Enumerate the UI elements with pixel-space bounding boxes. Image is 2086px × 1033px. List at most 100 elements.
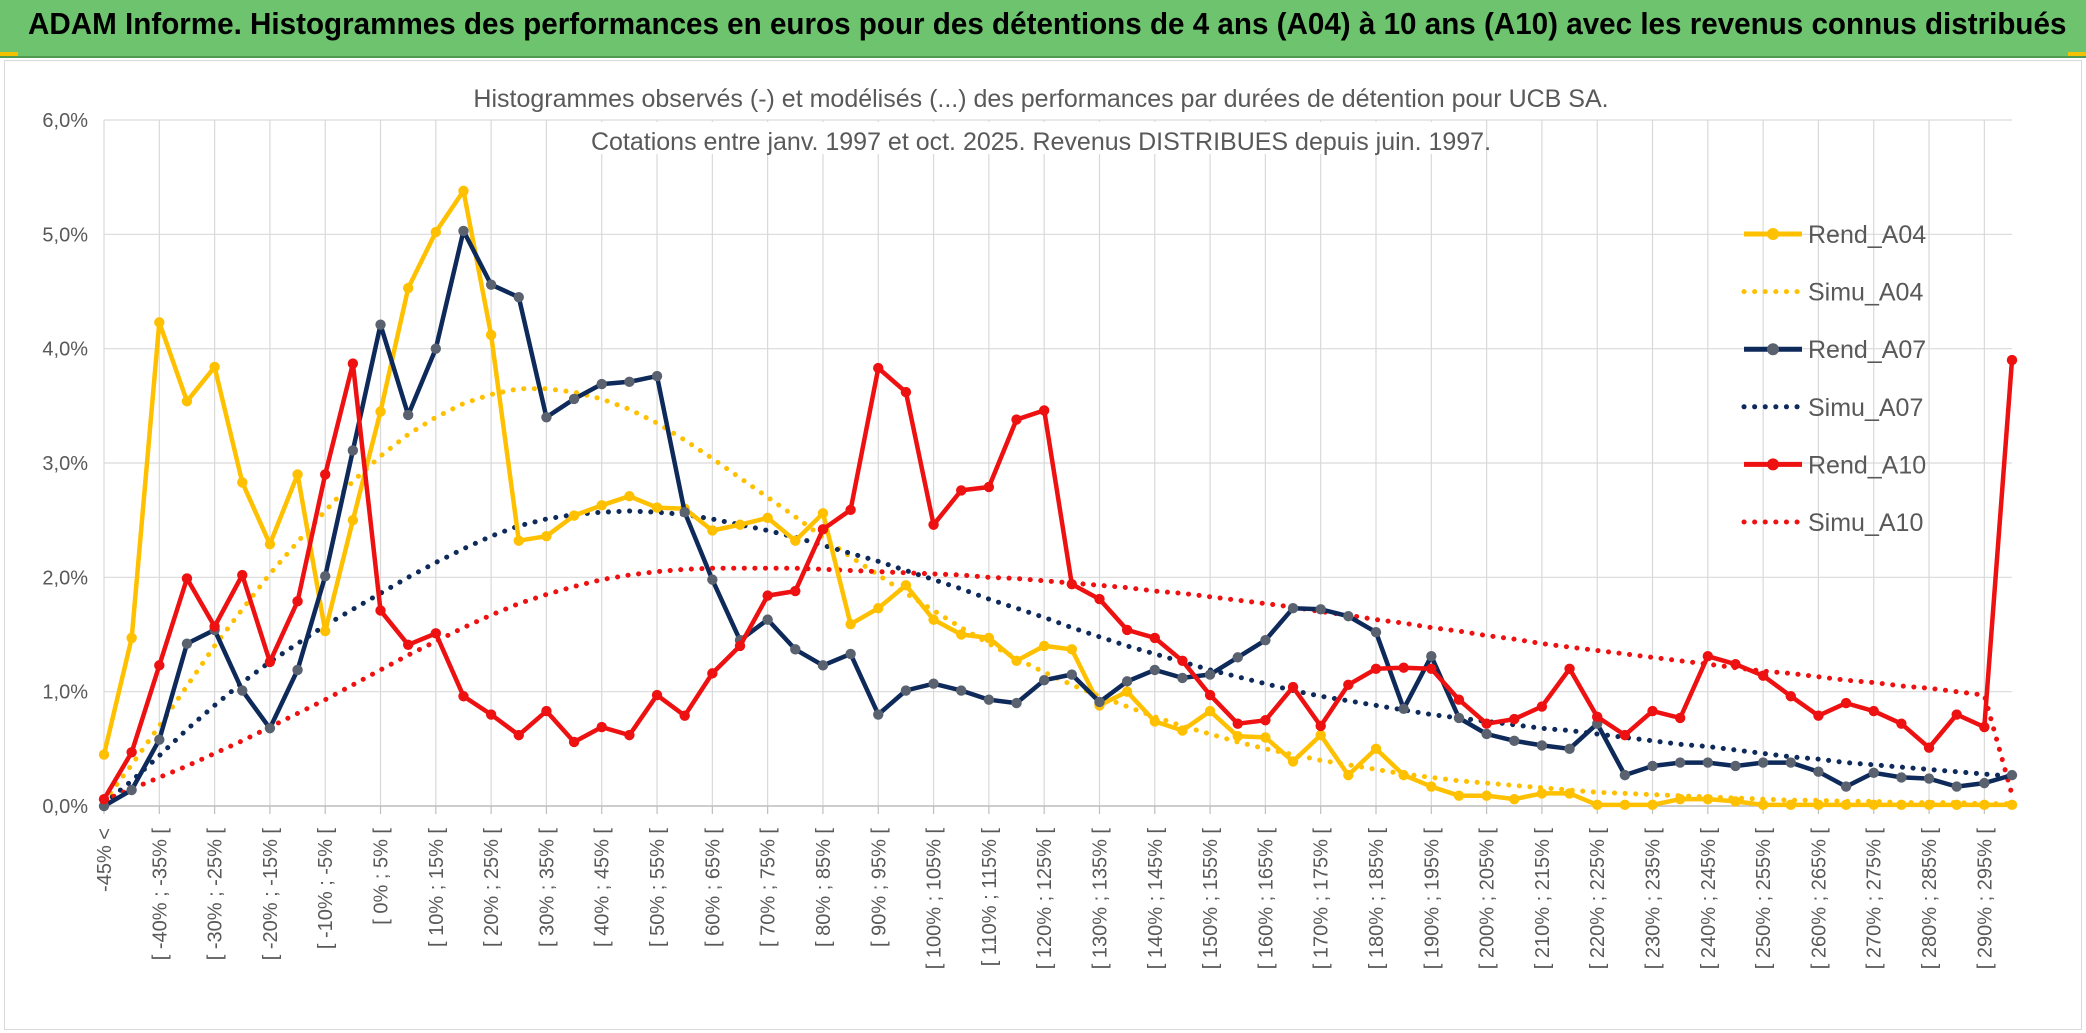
data-point (1730, 760, 1741, 772)
data-point (126, 747, 137, 758)
x-tick-label: [ -40% ; -35% [ (149, 828, 171, 961)
data-point (402, 282, 414, 294)
x-tick-label: -45% < (94, 828, 116, 892)
data-point (1619, 799, 1631, 811)
data-point (1481, 790, 1492, 801)
data-point (596, 500, 607, 511)
subtitle-backdrop (596, 122, 1486, 154)
data-point (845, 648, 856, 660)
x-tick-label: [ -20% ; -15% [ (260, 828, 282, 961)
data-point (845, 619, 856, 630)
data-point (402, 409, 414, 421)
data-point (1647, 760, 1658, 772)
data-point (1370, 627, 1382, 638)
x-tick-label: [ 140% ; 145% [ (1145, 828, 1167, 970)
data-point (1509, 713, 1520, 725)
y-tick-label: 1,0% (42, 682, 88, 704)
data-point (1509, 793, 1520, 805)
data-point (1979, 799, 1990, 811)
legend: Rend_A04 Simu_A04 Rend_A07 Simu_A07 Rend_A10… (1741, 221, 1926, 537)
data-point (292, 596, 303, 607)
data-point (928, 614, 939, 625)
data-point (292, 664, 303, 676)
data-point (1370, 743, 1382, 755)
data-point (1592, 711, 1603, 723)
data-point (402, 639, 414, 650)
data-point (1757, 670, 1769, 681)
legend-entry: Rend_A10 (1744, 451, 1926, 479)
data-point (1343, 611, 1354, 622)
data-point (734, 519, 746, 530)
legend-label: Simu_A07 (1808, 394, 1923, 422)
data-point (1038, 640, 1050, 652)
data-point (1813, 710, 1824, 721)
data-point (181, 638, 193, 649)
legend-entry: Simu_A04 (1741, 279, 1923, 307)
x-tick-label: [ 20% ; 25% [ (481, 828, 503, 947)
data-point (320, 570, 331, 582)
data-point (154, 317, 165, 328)
series-line (102, 359, 2015, 801)
data-point (513, 729, 524, 741)
data-point (568, 510, 580, 521)
data-point (513, 535, 524, 546)
data-point (1896, 718, 1907, 729)
data-point (347, 445, 359, 456)
data-point (873, 362, 884, 374)
data-point (154, 660, 165, 671)
data-point (1011, 414, 1022, 425)
data-point (1121, 686, 1133, 697)
data-point (320, 469, 331, 480)
x-tick-label: [ 90% ; 95% [ (868, 828, 890, 947)
data-point (126, 632, 137, 644)
data-point (1868, 705, 1879, 717)
data-point (679, 710, 690, 721)
x-tick-label: [ 290% ; 295% [ (1974, 828, 1996, 970)
data-point (956, 629, 967, 640)
data-point (2006, 799, 2018, 811)
data-point (873, 709, 884, 720)
data-point (541, 412, 552, 423)
x-tick-label: [ 40% ; 45% [ (592, 828, 614, 947)
chart-subtitle: Cotations entre janv. 1997 et oct. 2025.… (591, 128, 1491, 156)
data-point (817, 660, 829, 671)
data-point (320, 625, 331, 637)
series-line (101, 188, 2012, 808)
data-point (264, 656, 276, 668)
x-tick-label: [ 210% ; 215% [ (1532, 828, 1554, 970)
data-point (651, 370, 663, 382)
data-point (1785, 799, 1796, 811)
data-point (1674, 757, 1686, 768)
data-point (1066, 669, 1078, 680)
data-point (762, 590, 773, 601)
x-tick-label: [ -30% ; -25% [ (205, 828, 227, 961)
data-point (956, 685, 967, 696)
data-point (1232, 718, 1243, 729)
data-point (1481, 728, 1492, 740)
legend-label: Simu_A10 (1808, 509, 1923, 537)
data-point (1813, 799, 1824, 811)
data-point (1564, 663, 1575, 674)
data-point (1011, 655, 1022, 666)
data-point (1674, 712, 1686, 724)
data-point (1149, 664, 1160, 676)
data-point (1149, 632, 1160, 644)
data-point (790, 585, 801, 597)
legend-marker (1767, 343, 1779, 356)
legend-entry: Rend_A04 (1744, 221, 1926, 249)
data-point (264, 723, 276, 734)
series-rend-a10 (98, 354, 2018, 805)
data-point (458, 225, 469, 237)
data-point (817, 508, 829, 519)
data-point (458, 691, 469, 702)
series-simu-a04 (101, 386, 2015, 807)
data-point (1149, 716, 1160, 727)
x-tick-label: [ 170% ; 175% [ (1311, 828, 1333, 970)
data-point (1038, 675, 1050, 686)
data-point (375, 605, 386, 616)
x-tick-label: [ 120% ; 125% [ (1034, 828, 1056, 970)
data-point (1951, 709, 1962, 720)
data-point (1038, 405, 1050, 416)
data-point (237, 685, 248, 696)
